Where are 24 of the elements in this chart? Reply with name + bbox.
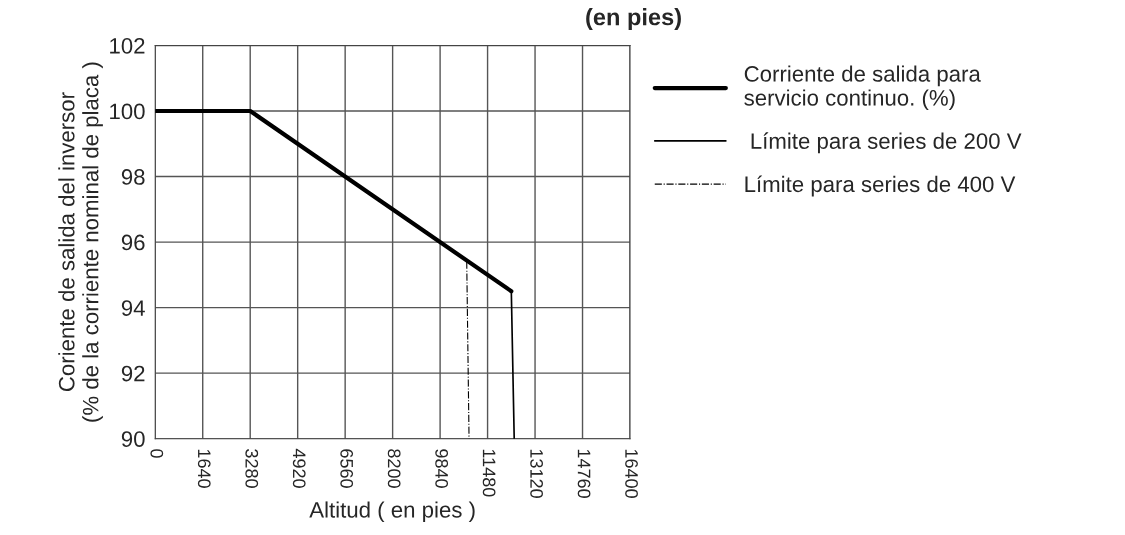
x-tick-label: 3280 (245, 449, 259, 488)
y-tick-label: 90 (121, 431, 145, 447)
x-tick-label: 13120 (530, 449, 543, 498)
x-tick-label: 6560 (340, 449, 354, 488)
legend-label: Límite para series de 400 V (745, 175, 1016, 197)
x-tick-label: 9840 (435, 449, 449, 488)
x-tick-label: 1640 (197, 449, 211, 488)
legend-label: Corriente de salida para servicio continuo. (%) (744, 65, 981, 111)
y-tick-label: 96 (121, 234, 145, 251)
x-tick-label: 0 (150, 449, 164, 458)
x-tick-label: 11480 (482, 449, 496, 497)
y-tick-label: 102 (110, 38, 145, 54)
x-tick-label: 4920 (292, 448, 306, 488)
y-axis-title: Coriente de salida del inversor (% de la corriente nominal de placa ) (58, 62, 103, 422)
x-tick-label: 8200 (387, 449, 401, 488)
y-tick-label: 98 (121, 169, 145, 185)
y-tick-label: 100 (110, 103, 145, 120)
x-tick-label: 16400 (625, 449, 638, 498)
y-tick-label: 94 (121, 300, 145, 316)
y-tick-label: 92 (121, 365, 145, 382)
legend-label: Límite para series de 200 V (751, 132, 1022, 154)
x-axis-title: Altitud ( en pies ) (309, 501, 475, 523)
chart-title: (en pies) (586, 8, 681, 31)
x-tick-label: 14760 (577, 449, 591, 498)
